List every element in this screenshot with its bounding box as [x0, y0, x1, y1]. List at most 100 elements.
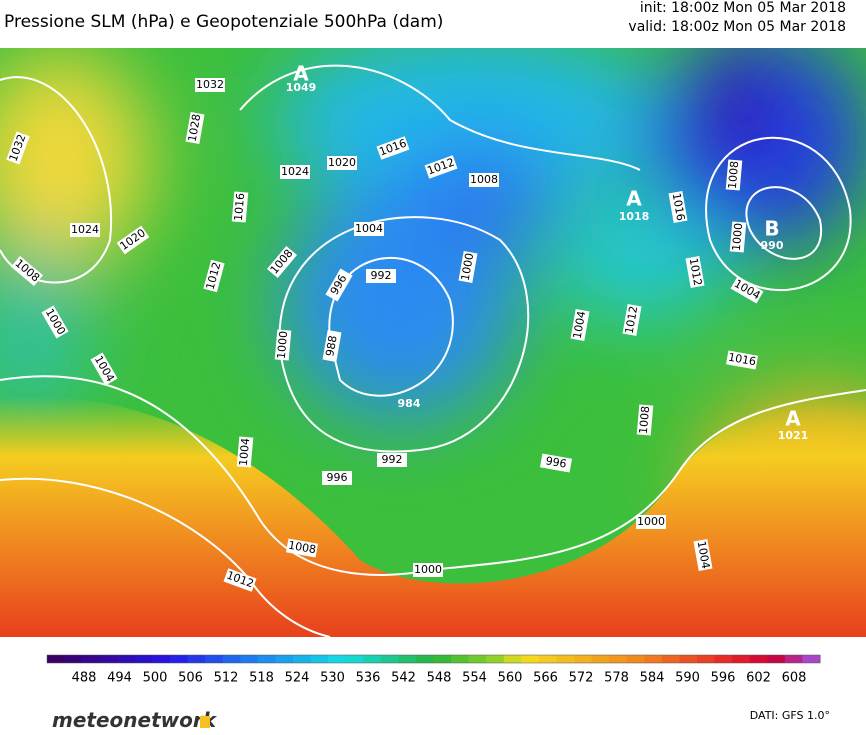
isobar-label-bg: [266, 246, 298, 278]
isobar-label: 1024: [280, 165, 310, 179]
colorbar-cell: [363, 655, 382, 663]
logo: meteonetwork: [52, 708, 218, 732]
isobar-label: 1008: [636, 404, 654, 436]
colorbar-cell: [187, 655, 206, 663]
isobar-label: 1000: [729, 221, 747, 253]
colorbar-cell: [398, 655, 417, 663]
isobar-label-bg: [185, 112, 205, 144]
isobar-label-text: 1008: [470, 173, 498, 186]
colorbar-tick-label: 500: [143, 671, 168, 686]
isobar-label-text: 1028: [186, 113, 204, 143]
center-letter: A: [293, 62, 309, 86]
isobar-label: 1012: [685, 256, 705, 288]
colorbar-tick-label: 542: [391, 671, 416, 686]
colorbar-cell: [345, 655, 364, 663]
colorbar-cell: [451, 655, 470, 663]
isobar-label-bg: [327, 156, 357, 170]
colorbar-cell: [152, 655, 171, 663]
colorbar-cell: [222, 655, 241, 663]
isobar-label-bg: [685, 256, 705, 288]
isobar-label: 1016: [231, 191, 249, 223]
title: Pressione SLM (hPa) e Geopotenziale 500h…: [4, 12, 443, 32]
center-value: 1018: [619, 210, 650, 223]
isobar-label-bg: [322, 330, 342, 362]
isobar-label-bg: [90, 352, 118, 386]
colorbar-tick-label: 560: [498, 671, 523, 686]
isobar-label-text: 1008: [287, 539, 317, 557]
colorbar-cell: [328, 655, 347, 663]
colorbar-cell: [415, 655, 434, 663]
isobar-label-text: 1000: [414, 563, 442, 576]
colorbar-tick-label: 590: [675, 671, 700, 686]
isobar-label-bg: [458, 251, 478, 283]
isobar-label-bg: [377, 453, 407, 467]
colorbar-cell: [310, 655, 329, 663]
isobar-label: 992: [377, 453, 407, 467]
isobar-label: 1000: [458, 251, 478, 283]
isobar-label: 1016: [726, 350, 758, 370]
isobar-label-bg: [668, 191, 688, 223]
colorbar-cell: [47, 655, 66, 663]
isobar-label: 996: [540, 453, 572, 473]
colorbar-tick-label: 578: [604, 671, 629, 686]
colorbar-tick-label: 530: [320, 671, 345, 686]
isobar-label-bg: [693, 539, 713, 571]
isobar-label: 1004: [693, 539, 713, 571]
isobar-label-bg: [469, 173, 499, 187]
isobar-label-text: 1024: [71, 223, 99, 236]
colorbar-cell: [609, 655, 628, 663]
colorbar-cell: [679, 655, 698, 663]
colorbar-cell: [64, 655, 83, 663]
valid-time: valid: 18:00z Mon 05 Mar 2018: [628, 19, 846, 35]
colorbar-cell: [292, 655, 312, 663]
isobar-label: 1000: [274, 329, 292, 361]
isobar-label-bg: [413, 563, 443, 577]
colorbar-cell: [556, 655, 575, 663]
isobar-label: 988: [322, 330, 342, 362]
isobar-label-bg: [570, 309, 590, 341]
isobar-label-bg: [636, 404, 654, 436]
colorbar-tick-label: 584: [640, 671, 665, 686]
isobar-label-bg: [231, 191, 249, 223]
colorbar-cell: [767, 655, 786, 663]
isobar-label: 992: [366, 269, 396, 283]
colorbar-cell: [697, 655, 716, 663]
isobar-label-text: 1004: [237, 437, 252, 466]
isobar-label-bg: [286, 538, 318, 558]
isobar-label-bg: [116, 225, 150, 255]
isobar-label-bg: [70, 223, 100, 237]
isobar-label: 1008: [286, 538, 318, 558]
isobar-label-bg: [274, 329, 292, 361]
isobar-label-text: 1016: [727, 351, 757, 369]
isobar-label-text: 1000: [459, 252, 477, 282]
colorbar-cell: [169, 655, 189, 663]
isobar-label-text: 988: [323, 334, 339, 357]
isobar-label-bg: [223, 568, 257, 592]
isobar-label-text: 1012: [623, 305, 641, 335]
center-value: 1021: [778, 429, 809, 442]
colorbar-tick-label: 506: [178, 671, 203, 686]
isobar-label-text: 992: [371, 269, 392, 282]
colorbar-cell: [82, 655, 101, 663]
isobar-label-text: 1016: [670, 192, 688, 222]
colorbar-cell: [275, 655, 294, 663]
isobar-label-bg: [540, 453, 572, 473]
colorbar-cell: [468, 655, 487, 663]
isobar-label: 1024: [70, 223, 100, 237]
isobar-label-bg: [41, 305, 69, 339]
colorbar-cell: [521, 655, 540, 663]
center-value: 1049: [286, 81, 317, 94]
isobar-label: 1008: [469, 173, 499, 187]
isobar-label: 996: [322, 471, 352, 485]
isobar-label-bg: [725, 159, 743, 191]
colorbar-cell: [503, 655, 522, 663]
colorbar-cell: [205, 655, 224, 663]
isobar-label: 1000: [413, 563, 443, 577]
isobar-label: 1012: [622, 304, 642, 336]
colorbar-cell: [99, 655, 118, 663]
colorbar-tick-label: 518: [249, 671, 274, 686]
isobar-label-text: 1008: [637, 405, 652, 434]
isobar-label-bg: [11, 255, 43, 287]
isobar-label-bg: [280, 165, 310, 179]
colorbar-cell: [486, 655, 505, 663]
